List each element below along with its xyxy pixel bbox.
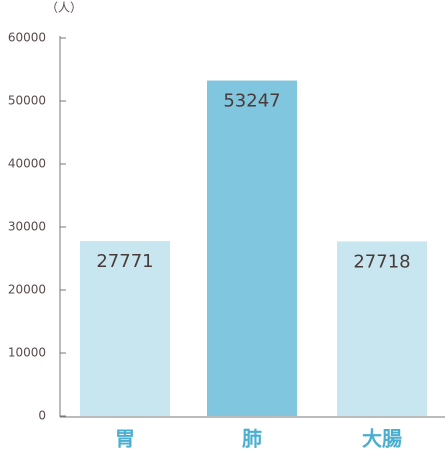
value-label: 53247 xyxy=(223,91,280,112)
value-label: 27771 xyxy=(96,251,153,272)
y-tick-label: 50000 xyxy=(8,94,46,108)
y-tick-label: 0 xyxy=(38,409,46,423)
bar xyxy=(80,241,170,416)
x-tick-label: 肺 xyxy=(242,427,262,451)
x-tick-label: 胃 xyxy=(115,427,135,451)
bar xyxy=(337,241,427,416)
y-tick-label: 40000 xyxy=(8,157,46,171)
y-tick-label: 20000 xyxy=(8,283,46,297)
unit-label: （人） xyxy=(46,1,82,15)
y-tick-label: 10000 xyxy=(8,346,46,360)
x-tick-label: 大腸 xyxy=(362,427,402,451)
y-tick-label: 60000 xyxy=(8,31,46,45)
bar xyxy=(207,80,297,417)
y-tick-label: 30000 xyxy=(8,220,46,234)
value-label: 27718 xyxy=(353,251,410,272)
